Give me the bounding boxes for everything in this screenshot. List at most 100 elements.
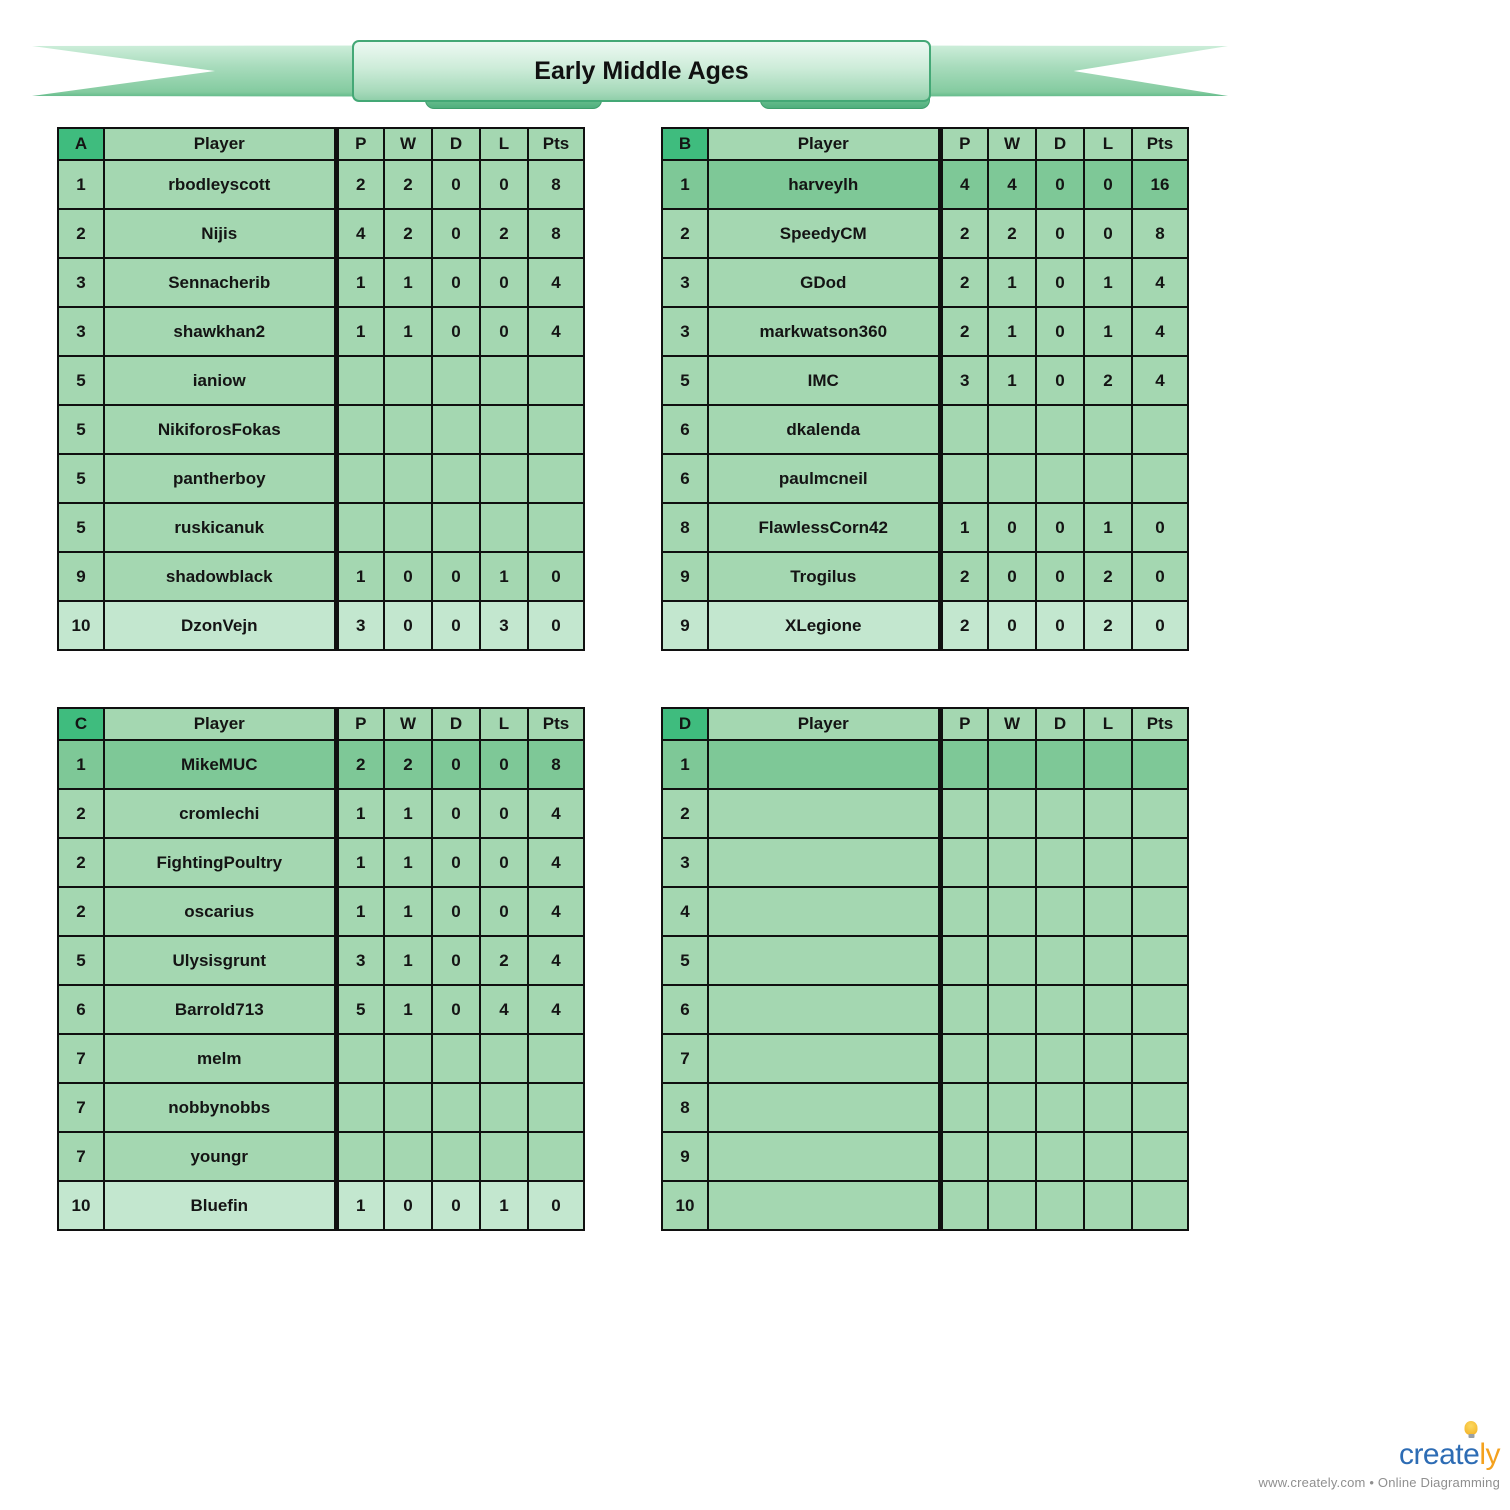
wins-cell: 0 — [987, 600, 1037, 651]
losses-cell — [1083, 984, 1133, 1035]
losses-cell — [479, 1082, 529, 1133]
table-row: 8 — [661, 1082, 1189, 1133]
draws-cell — [1035, 788, 1085, 839]
player-cell — [707, 788, 941, 839]
player-cell: melm — [103, 1033, 337, 1084]
col-header-player: Player — [103, 127, 337, 161]
points-cell — [1131, 404, 1189, 455]
losses-cell: 0 — [479, 306, 529, 357]
losses-cell — [1083, 886, 1133, 937]
draws-cell: 0 — [431, 208, 481, 259]
wins-cell — [987, 453, 1037, 504]
player-cell — [707, 1180, 941, 1231]
draws-cell: 0 — [431, 306, 481, 357]
col-header-l: L — [1083, 707, 1133, 741]
draws-cell — [1035, 1082, 1085, 1133]
played-cell — [333, 404, 385, 455]
rank-cell: 1 — [57, 739, 105, 790]
played-cell — [333, 1082, 385, 1133]
losses-cell: 2 — [1083, 600, 1133, 651]
losses-cell: 0 — [479, 837, 529, 888]
draws-cell — [1035, 837, 1085, 888]
points-cell: 0 — [1131, 551, 1189, 602]
draws-cell — [431, 1033, 481, 1084]
played-cell: 1 — [333, 306, 385, 357]
player-cell: FlawlessCorn42 — [707, 502, 941, 553]
points-cell: 0 — [527, 551, 585, 602]
points-cell — [1131, 984, 1189, 1035]
wins-cell — [987, 1033, 1037, 1084]
group-letter: A — [57, 127, 105, 161]
table-row: 5 Ulysisgrunt 3 1 0 2 4 — [57, 935, 585, 986]
player-cell: Trogilus — [707, 551, 941, 602]
points-cell: 4 — [527, 935, 585, 986]
player-cell: shawkhan2 — [103, 306, 337, 357]
table-row: 3 Sennacherib 1 1 0 0 4 — [57, 257, 585, 308]
draws-cell: 0 — [431, 984, 481, 1035]
draws-cell: 0 — [1035, 306, 1085, 357]
points-cell — [1131, 739, 1189, 790]
table-row: 8 FlawlessCorn42 1 0 0 1 0 — [661, 502, 1189, 553]
draws-cell: 0 — [1035, 257, 1085, 308]
points-cell — [527, 453, 585, 504]
played-cell: 1 — [333, 257, 385, 308]
player-cell: shadowblack — [103, 551, 337, 602]
table-row: 4 — [661, 886, 1189, 937]
points-cell: 8 — [527, 739, 585, 790]
points-cell: 4 — [1131, 257, 1189, 308]
rank-cell: 9 — [661, 551, 709, 602]
table-row: 7 melm — [57, 1033, 585, 1084]
wins-cell: 1 — [383, 886, 433, 937]
rank-cell: 3 — [57, 257, 105, 308]
rank-cell: 6 — [661, 984, 709, 1035]
player-cell: DzonVejn — [103, 600, 337, 651]
draws-cell: 0 — [1035, 502, 1085, 553]
creately-watermark: creat ely www.creately.com • Online Diagr… — [1259, 1421, 1500, 1490]
player-cell: GDod — [707, 257, 941, 308]
wins-cell: 2 — [383, 739, 433, 790]
losses-cell — [1083, 739, 1133, 790]
wins-cell: 1 — [383, 257, 433, 308]
col-header-p: P — [937, 127, 989, 161]
table-row: 2 — [661, 788, 1189, 839]
table-row: 3 — [661, 837, 1189, 888]
draws-cell — [1035, 1131, 1085, 1182]
played-cell: 1 — [333, 551, 385, 602]
points-cell: 0 — [1131, 502, 1189, 553]
points-cell — [1131, 935, 1189, 986]
played-cell — [937, 739, 989, 790]
played-cell — [937, 788, 989, 839]
wins-cell — [987, 1180, 1037, 1231]
rank-cell: 3 — [57, 306, 105, 357]
played-cell: 4 — [333, 208, 385, 259]
points-cell — [527, 355, 585, 406]
losses-cell — [1083, 1180, 1133, 1231]
logo-text-suffix: ly — [1479, 1438, 1500, 1471]
rank-cell: 3 — [661, 257, 709, 308]
draws-cell — [1035, 1033, 1085, 1084]
player-cell: Barrold713 — [103, 984, 337, 1035]
draws-cell: 0 — [431, 257, 481, 308]
draws-cell — [431, 453, 481, 504]
points-cell — [1131, 1082, 1189, 1133]
points-cell: 8 — [1131, 208, 1189, 259]
player-cell — [707, 886, 941, 937]
group-letter: C — [57, 707, 105, 741]
played-cell: 2 — [333, 739, 385, 790]
wins-cell: 0 — [987, 551, 1037, 602]
player-cell: cromlechi — [103, 788, 337, 839]
draws-cell — [1035, 935, 1085, 986]
losses-cell: 4 — [479, 984, 529, 1035]
rank-cell: 6 — [661, 453, 709, 504]
points-cell — [1131, 1131, 1189, 1182]
wins-cell: 1 — [987, 257, 1037, 308]
wins-cell: 2 — [383, 208, 433, 259]
points-cell — [1131, 788, 1189, 839]
played-cell — [333, 1033, 385, 1084]
group-letter: D — [661, 707, 709, 741]
wins-cell: 1 — [383, 935, 433, 986]
table-row: 10 — [661, 1180, 1189, 1231]
draws-cell — [1035, 739, 1085, 790]
wins-cell: 1 — [383, 984, 433, 1035]
wins-cell: 0 — [383, 1180, 433, 1231]
